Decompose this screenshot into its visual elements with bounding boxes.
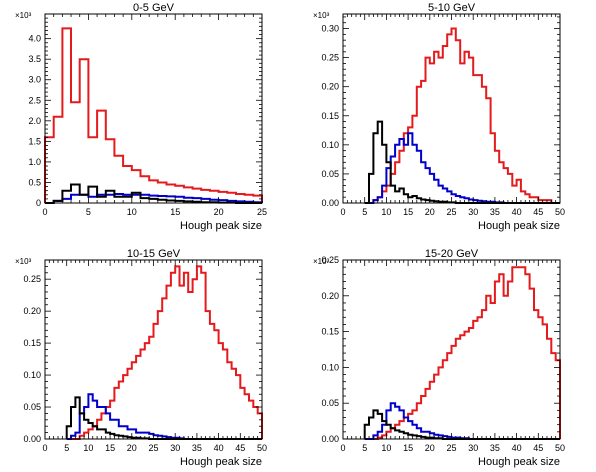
- y-tick-label: 0.05: [321, 169, 339, 179]
- y-tick-label: 0.20: [23, 306, 41, 316]
- panel-title: 0-5 GeV: [133, 2, 175, 14]
- histogram-series-3: [45, 183, 262, 204]
- x-tick-label: 0: [42, 207, 47, 217]
- x-tick-label: 25: [257, 207, 267, 217]
- y-tick-label: 3.0: [28, 75, 41, 85]
- x-tick-label: 10: [381, 207, 391, 217]
- chart-panel-4: 0 5 10 15 20 25 30 35 40 45 50 0.00 0.05 0.10 0.15 0.20…: [313, 248, 565, 468]
- x-tick-label: 15: [170, 207, 180, 217]
- x-tick-label: 45: [235, 443, 245, 453]
- y-tick-label: 0.05: [321, 398, 339, 408]
- x-tick-label: 0: [42, 443, 47, 453]
- histogram-series-1: [44, 27, 263, 203]
- y-tick-label: 0.10: [321, 140, 339, 150]
- x-tick-label: 15: [403, 443, 413, 453]
- histogram-series-3: [65, 396, 262, 440]
- y-tick-label: 0.15: [321, 111, 339, 121]
- y-tick-label: 4.0: [28, 34, 41, 44]
- x-tick-label: 30: [170, 443, 180, 453]
- y-multiplier-label: ×10³: [313, 11, 330, 20]
- x-axis-label: Hough peak size: [180, 220, 262, 232]
- x-tick-label: 25: [148, 443, 158, 453]
- chart-panel-2: 0 5 10 15 20 25 30 35 40 45 50 0.00 0.05 0.10 0.15 0.20…: [313, 2, 565, 232]
- x-axis-label: Hough peak size: [478, 220, 560, 232]
- plot-frame: [44, 259, 263, 440]
- y-multiplier-label: ×10³: [15, 257, 32, 266]
- y-tick-label: 0.10: [23, 370, 41, 380]
- y-tick-label: 0.30: [321, 24, 339, 34]
- x-tick-label: 15: [403, 207, 413, 217]
- histogram-series-3: [363, 409, 560, 440]
- x-tick-label: 20: [425, 443, 435, 453]
- x-tick-label: 50: [555, 443, 565, 453]
- x-tick-label: 30: [468, 443, 478, 453]
- x-tick-label: 5: [64, 443, 69, 453]
- y-tick-label: 1.5: [28, 136, 41, 146]
- y-tick-label: 1.0: [28, 157, 41, 167]
- y-tick-label: 0.25: [321, 255, 339, 265]
- y-tick-label: 2.0: [28, 116, 41, 126]
- x-tick-label: 20: [425, 207, 435, 217]
- y-tick-label: 0.10: [321, 362, 339, 372]
- x-tick-label: 35: [490, 207, 500, 217]
- x-tick-label: 10: [127, 207, 137, 217]
- x-axis-label: Hough peak size: [478, 456, 560, 468]
- histogram-series-2: [364, 132, 560, 204]
- chart-panel-3: 0 5 10 15 20 25 30 35 40 45 50 0.00 0.05 0.10 0.15 0.20…: [15, 248, 267, 468]
- x-tick-label: 50: [555, 207, 565, 217]
- y-tick-label: 0.00: [321, 434, 339, 444]
- y-tick-label: 0.20: [321, 291, 339, 301]
- x-tick-label: 40: [512, 207, 522, 217]
- y-tick-label: 0.5: [28, 177, 41, 187]
- x-tick-label: 30: [468, 207, 478, 217]
- histogram-series-1: [66, 265, 263, 440]
- y-multiplier-label: ×10³: [15, 11, 32, 20]
- x-tick-label: 5: [362, 443, 367, 453]
- plot-frame: [44, 13, 263, 204]
- y-tick-label: 0.05: [23, 402, 41, 412]
- histogram-series-1: [364, 27, 560, 204]
- x-tick-label: 0: [340, 443, 345, 453]
- x-tick-label: 40: [214, 443, 224, 453]
- x-tick-label: 45: [533, 443, 543, 453]
- histogram-series-3: [364, 120, 560, 204]
- x-tick-label: 35: [490, 443, 500, 453]
- x-tick-label: 5: [86, 207, 91, 217]
- x-tick-label: 25: [446, 207, 456, 217]
- x-tick-label: 20: [127, 443, 137, 453]
- y-tick-label: 2.5: [28, 95, 41, 105]
- x-tick-label: 0: [340, 207, 345, 217]
- y-tick-label: 0.25: [321, 53, 339, 63]
- x-tick-label: 20: [214, 207, 224, 217]
- histogram-series-2: [66, 393, 262, 440]
- x-tick-label: 40: [512, 443, 522, 453]
- x-axis-label: Hough peak size: [180, 456, 262, 468]
- x-tick-label: 50: [257, 443, 267, 453]
- chart-panel-1: 0 5 10 15 20 25 0 0.5 1.0 1.5 2.0 2.5 3.0 3.5 4.0 ×10³ 0…: [15, 2, 267, 232]
- x-tick-label: 10: [381, 443, 391, 453]
- y-tick-label: 0.25: [23, 274, 41, 284]
- y-tick-label: 0.15: [23, 338, 41, 348]
- y-multiplier-label: ×10³: [313, 257, 330, 266]
- x-tick-label: 25: [446, 443, 456, 453]
- histogram-series-1: [364, 266, 561, 440]
- y-tick-label: 0.15: [321, 327, 339, 337]
- histogram-series-2: [364, 402, 560, 440]
- panel-title: 15-20 GeV: [425, 248, 479, 260]
- x-tick-label: 35: [192, 443, 202, 453]
- y-tick-label: 0.00: [23, 434, 41, 444]
- panel-title: 5-10 GeV: [428, 2, 476, 14]
- x-tick-label: 10: [83, 443, 93, 453]
- panel-title: 10-15 GeV: [127, 248, 181, 260]
- y-tick-label: 0.00: [321, 198, 339, 208]
- plot-frame: [342, 13, 561, 204]
- x-tick-label: 5: [362, 207, 367, 217]
- y-tick-label: 3.5: [28, 54, 41, 64]
- x-tick-label: 15: [105, 443, 115, 453]
- y-tick-label: 0: [36, 198, 41, 208]
- x-tick-label: 45: [533, 207, 543, 217]
- y-tick-label: 0.20: [321, 82, 339, 92]
